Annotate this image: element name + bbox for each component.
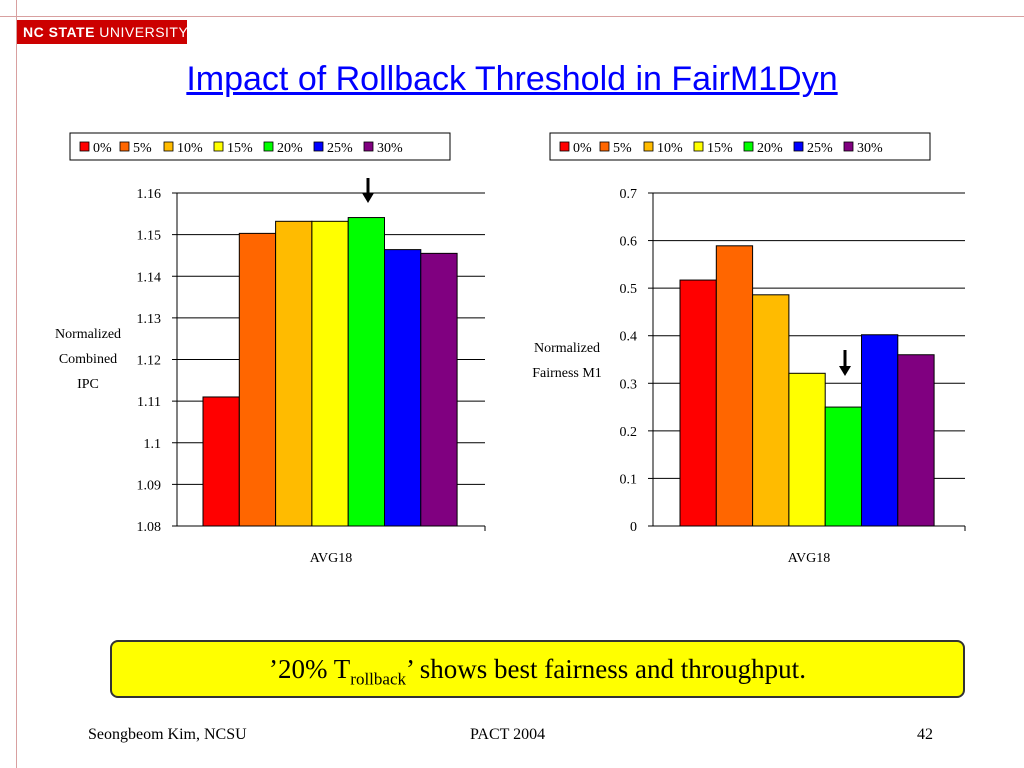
chart2-ylabel-line-0: Normalized (534, 341, 600, 356)
chart2-ytick-label-3: 0.3 (620, 377, 638, 392)
chart1-ylabel-line-2: IPC (77, 377, 99, 392)
chart1-bar-1 (238, 232, 277, 527)
chart2-bar-5 (861, 334, 899, 527)
chart2-group: 0% 5% 10% 15% 20% 25% 30% 0 0.1 0.2 0.3 0.4 0.5 0.6 0.… (532, 132, 966, 566)
chart1-ylabel-line-1: Combined (59, 352, 117, 367)
chart2-legend-label-1: 5% (613, 141, 632, 156)
chart1-ytick-label-8: 1.16 (137, 187, 162, 202)
chart2-legend-label-5: 25% (807, 141, 833, 156)
chart1-bar-4 (347, 217, 386, 527)
chart2-bar-4 (824, 406, 863, 527)
callout-text-after: ’ shows best fairness and throughput. (406, 654, 806, 684)
chart1-bar-6 (420, 252, 458, 527)
chart2-bar-0 (679, 279, 717, 527)
chart1-category-label: AVG18 (310, 551, 353, 566)
chart2-legend-swatch-0 (559, 141, 570, 152)
chart2-legend-swatch-3 (693, 141, 704, 152)
chart1-highlight-arrow-head (362, 193, 374, 203)
logo-rest-text: UNIVERSITY (94, 24, 189, 40)
university-logo: NC STATE UNIVERSITY (17, 20, 189, 44)
chart1-legend-swatch-2 (163, 141, 174, 152)
chart2-ytick-label-6: 0.6 (620, 235, 638, 250)
chart1-legend-label-4: 20% (277, 141, 303, 156)
chart2-ytick-label-1: 0.1 (620, 472, 638, 487)
chart1-ytick-label-1: 1.09 (137, 478, 162, 493)
chart1-ytick-label-0: 1.08 (137, 520, 162, 535)
chart1-legend-box (69, 132, 451, 161)
left-rule (16, 0, 17, 768)
chart2-ytick-label-7: 0.7 (620, 187, 638, 202)
chart2-legend-swatch-2 (643, 141, 654, 152)
callout-box: ’20% Trollback’ shows best fairness and … (110, 640, 965, 698)
chart2-highlight-arrow-head (839, 366, 851, 376)
chart2-category-label: AVG18 (788, 551, 831, 566)
chart1-ytick-label-3: 1.11 (137, 395, 161, 410)
footer-page-number: 42 (917, 726, 933, 743)
logo-bold-text: NC STATE (23, 24, 95, 40)
chart1-legend-label-1: 5% (133, 141, 152, 156)
chart2-legend-swatch-4 (743, 141, 754, 152)
chart1-legend-swatch-3 (213, 141, 224, 152)
chart1-legend-label-5: 25% (327, 141, 353, 156)
chart1-legend-swatch-4 (263, 141, 274, 152)
chart1-legend-label-3: 15% (227, 141, 253, 156)
chart2-legend-label-3: 15% (707, 141, 733, 156)
chart2-bar-3 (788, 372, 826, 527)
chart1-group: 0% 5% 10% 15% 20% 25% 30% 1.08 1.09 1.1 1.11 1.12 1.… (55, 132, 486, 566)
chart2-bar-2 (752, 294, 790, 527)
chart1-ytick-label-5: 1.13 (137, 312, 162, 327)
chart1-bar-2 (275, 220, 313, 527)
charts-canvas: 0% 5% 10% 15% 20% 25% 30% 1.08 1.09 1.1 1.11 1.12 1.… (55, 132, 966, 566)
chart1-ylabel-line-0: Normalized (55, 327, 121, 342)
chart1-legend-label-0: 0% (93, 141, 112, 156)
callout-subscript: rollback (350, 669, 406, 689)
chart2-legend-label-4: 20% (757, 141, 783, 156)
callout-text-before: ’20% T (269, 654, 351, 684)
chart2-bar-6 (897, 354, 935, 527)
chart2-ytick-label-5: 0.5 (620, 282, 638, 297)
chart2-legend-swatch-5 (793, 141, 804, 152)
chart2-ytick-label-0: 0 (630, 520, 637, 535)
chart2-ylabel-line-1: Fairness M1 (532, 366, 602, 381)
chart1-legend-label-6: 30% (377, 141, 403, 156)
chart1-ytick-label-4: 1.12 (137, 354, 162, 369)
chart2-legend-swatch-6 (843, 141, 854, 152)
chart1-legend-label-2: 10% (177, 141, 203, 156)
chart1-ytick-label-7: 1.15 (137, 229, 162, 244)
chart2-legend-label-0: 0% (573, 141, 592, 156)
chart1-legend-swatch-6 (363, 141, 374, 152)
chart2-legend-label-6: 30% (857, 141, 883, 156)
chart1-legend-swatch-1 (119, 141, 130, 152)
chart2-ytick-label-4: 0.4 (620, 330, 638, 345)
chart2-legend-swatch-1 (599, 141, 610, 152)
chart1-legend-swatch-5 (313, 141, 324, 152)
slide-title: Impact of Rollback Threshold in FairM1Dy… (186, 60, 838, 98)
chart1-bar-3 (311, 220, 349, 527)
top-rule (0, 16, 1024, 17)
chart2-bar-1 (715, 245, 754, 527)
footer-author: Seongbeom Kim, NCSU (88, 726, 247, 743)
chart1-bar-5 (384, 249, 422, 527)
chart2-legend-box (549, 132, 931, 161)
chart2-legend-label-2: 10% (657, 141, 683, 156)
chart1-legend-swatch-0 (79, 141, 90, 152)
chart1-ytick-label-6: 1.14 (137, 270, 162, 285)
chart1-ytick-label-2: 1.1 (144, 437, 162, 452)
chart2-ytick-label-2: 0.2 (620, 425, 638, 440)
footer-conference: PACT 2004 (470, 726, 546, 743)
chart1-bar-0 (202, 396, 240, 527)
